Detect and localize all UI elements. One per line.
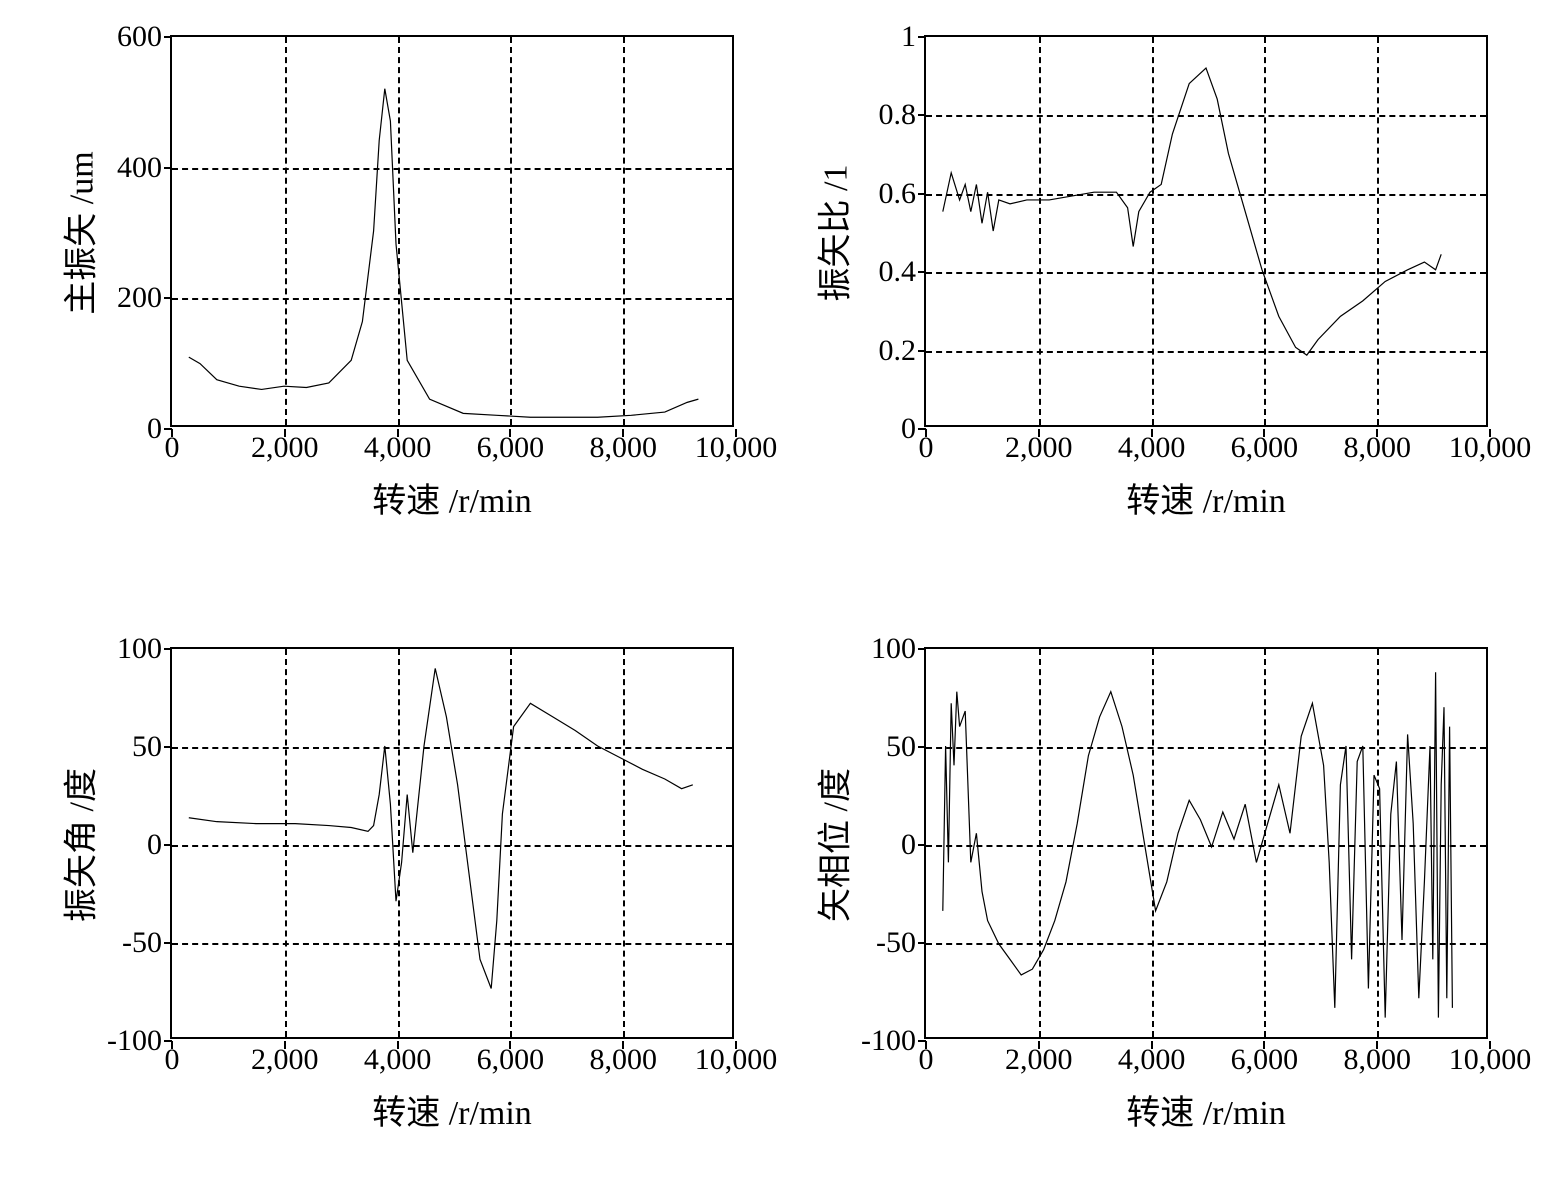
ytick-mark: [164, 844, 172, 846]
series-path: [943, 68, 1441, 355]
ytick-label: 0.4: [879, 255, 917, 289]
series-line: [172, 37, 732, 425]
ytick-label: -50: [876, 926, 916, 960]
xtick-mark: [925, 1041, 927, 1049]
panel-D: 02,0004,0006,0008,00010,000-100-50050100…: [794, 632, 1508, 1154]
ytick-label: 0.2: [879, 334, 917, 368]
ytick-mark: [918, 193, 926, 195]
xtick-mark: [509, 429, 511, 437]
y-axis-label: 矢相位 /度: [808, 768, 857, 922]
xtick-mark: [1263, 429, 1265, 437]
panel-B: 02,0004,0006,0008,00010,00000.20.40.60.8…: [794, 20, 1508, 542]
y-axis-label: 振矢比 /1: [808, 165, 857, 302]
y-axis-label: 振矢角 /度: [54, 768, 103, 922]
ytick-mark: [164, 942, 172, 944]
x-axis-label: 转速 /r/min: [372, 1085, 532, 1134]
y-axis-label: 主振矢 /um: [54, 151, 103, 314]
xtick-mark: [1151, 429, 1153, 437]
xtick-mark: [735, 1041, 737, 1049]
xtick-mark: [397, 1041, 399, 1049]
series-line: [926, 37, 1486, 425]
ytick-label: 100: [117, 632, 162, 666]
ytick-mark: [164, 1040, 172, 1042]
xtick-mark: [171, 429, 173, 437]
xtick-mark: [1151, 1041, 1153, 1049]
ytick-mark: [918, 271, 926, 273]
series-path: [189, 89, 699, 418]
series-line: [172, 649, 732, 1037]
ytick-label: -100: [861, 1024, 916, 1058]
ytick-label: 1: [901, 20, 916, 54]
ytick-mark: [164, 648, 172, 650]
xtick-mark: [397, 429, 399, 437]
series-path: [943, 672, 1453, 1017]
ytick-mark: [164, 746, 172, 748]
ytick-mark: [918, 114, 926, 116]
figure-root: 02,0004,0006,0008,00010,0000200400600转速 …: [0, 0, 1548, 1193]
xtick-mark: [1376, 429, 1378, 437]
ytick-label: 0: [901, 412, 916, 446]
xtick-mark: [1376, 1041, 1378, 1049]
series-path: [189, 668, 693, 988]
plot-area: 02,0004,0006,0008,00010,0000200400600转速 …: [170, 35, 734, 427]
xtick-mark: [171, 1041, 173, 1049]
ytick-label: 100: [871, 632, 916, 666]
x-axis-label: 转速 /r/min: [1126, 1085, 1286, 1134]
ytick-label: 0: [147, 412, 162, 446]
xtick-mark: [1038, 429, 1040, 437]
ytick-mark: [164, 167, 172, 169]
ytick-label: 600: [117, 20, 162, 54]
xtick-mark: [1263, 1041, 1265, 1049]
ytick-label: 0: [147, 828, 162, 862]
ytick-mark: [164, 297, 172, 299]
xtick-mark: [284, 1041, 286, 1049]
xtick-mark: [1038, 1041, 1040, 1049]
plot-area: 02,0004,0006,0008,00010,000-100-50050100…: [170, 647, 734, 1039]
xtick-mark: [1489, 429, 1491, 437]
ytick-mark: [918, 36, 926, 38]
xtick-mark: [284, 429, 286, 437]
xtick-mark: [509, 1041, 511, 1049]
ytick-mark: [918, 1040, 926, 1042]
ytick-mark: [918, 350, 926, 352]
ytick-label: -50: [122, 926, 162, 960]
ytick-mark: [918, 746, 926, 748]
plot-area: 02,0004,0006,0008,00010,000-100-50050100…: [924, 647, 1488, 1039]
ytick-label: 0.8: [879, 98, 917, 132]
ytick-label: 200: [117, 281, 162, 315]
xtick-mark: [925, 429, 927, 437]
ytick-mark: [918, 844, 926, 846]
ytick-label: 50: [132, 730, 162, 764]
ytick-mark: [164, 36, 172, 38]
xtick-mark: [1489, 1041, 1491, 1049]
x-axis-label: 转速 /r/min: [372, 473, 532, 522]
ytick-mark: [918, 942, 926, 944]
plot-area: 02,0004,0006,0008,00010,00000.20.40.60.8…: [924, 35, 1488, 427]
xtick-mark: [735, 429, 737, 437]
series-line: [926, 649, 1486, 1037]
xtick-mark: [622, 429, 624, 437]
panel-C: 02,0004,0006,0008,00010,000-100-50050100…: [40, 632, 754, 1154]
xtick-mark: [622, 1041, 624, 1049]
ytick-mark: [918, 648, 926, 650]
x-axis-label: 转速 /r/min: [1126, 473, 1286, 522]
ytick-label: 0: [901, 828, 916, 862]
ytick-label: 0.6: [879, 177, 917, 211]
ytick-label: 50: [886, 730, 916, 764]
ytick-mark: [164, 428, 172, 430]
panel-grid: 02,0004,0006,0008,00010,0000200400600转速 …: [0, 0, 1548, 1193]
panel-A: 02,0004,0006,0008,00010,0000200400600转速 …: [40, 20, 754, 542]
ytick-label: 400: [117, 151, 162, 185]
ytick-label: -100: [107, 1024, 162, 1058]
ytick-mark: [918, 428, 926, 430]
